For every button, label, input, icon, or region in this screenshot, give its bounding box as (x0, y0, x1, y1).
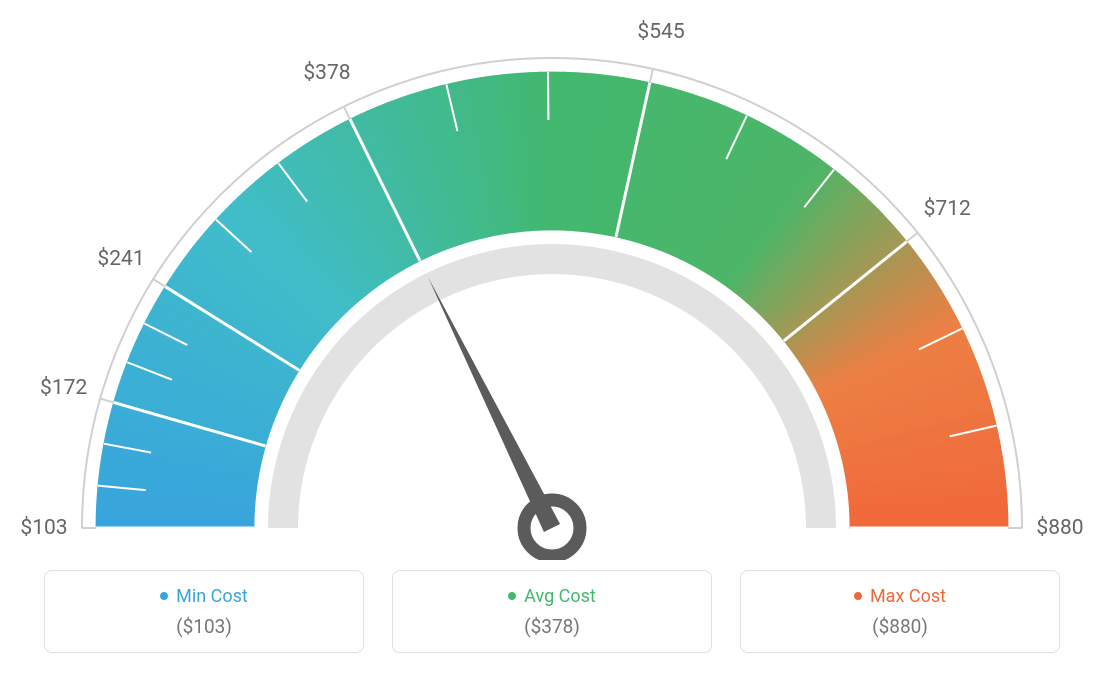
gauge-tick-label: $103 (20, 516, 67, 540)
gauge-tick-label: $545 (637, 20, 684, 44)
legend-label-max: Max Cost (854, 586, 946, 607)
legend-card-min: Min Cost ($103) (44, 570, 364, 653)
legend-label-min: Min Cost (160, 586, 248, 607)
legend-label-avg-text: Avg Cost (524, 586, 596, 607)
gauge-tick-label: $378 (303, 61, 350, 85)
legend-label-min-text: Min Cost (176, 586, 248, 607)
gauge-chart: $103 $172 $241 $378 $545 $712 $880 (0, 0, 1104, 560)
gauge-tick-label: $712 (924, 197, 971, 221)
legend-value-avg: ($378) (403, 615, 701, 638)
gauge-tick-label: $241 (97, 247, 144, 271)
legend-label-avg: Avg Cost (508, 586, 596, 607)
gauge-band (96, 72, 1008, 529)
legend-label-max-text: Max Cost (870, 586, 946, 607)
gauge-tick-label: $172 (40, 376, 87, 400)
gauge-svg (0, 0, 1104, 560)
gauge-tick-label: $880 (1036, 516, 1083, 540)
legend-value-min: ($103) (55, 615, 353, 638)
legend-row: Min Cost ($103) Avg Cost ($378) Max Cost… (0, 570, 1104, 653)
legend-value-max: ($880) (751, 615, 1049, 638)
gauge-needle (420, 273, 560, 532)
legend-card-avg: Avg Cost ($378) (392, 570, 712, 653)
legend-card-max: Max Cost ($880) (740, 570, 1060, 653)
